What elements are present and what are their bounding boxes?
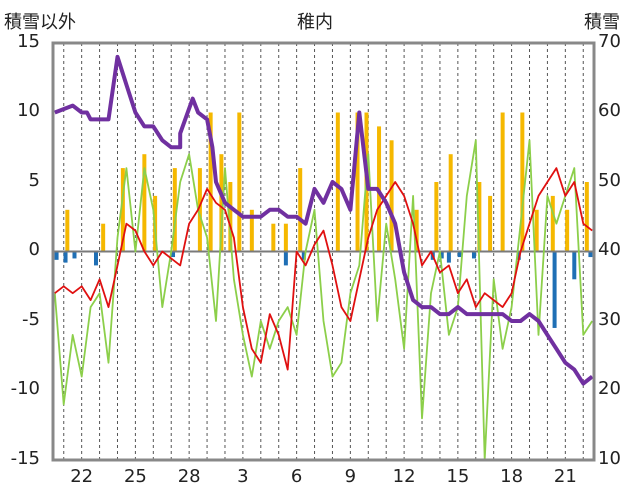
bar-mark [142, 154, 147, 252]
x-tick-label: 22 [70, 466, 94, 487]
left-tick-neg5: -5 [22, 309, 40, 330]
bar-mark [414, 209, 419, 252]
right-tick-70: 70 [598, 31, 621, 52]
bar-mark [298, 168, 303, 252]
bar-mark [457, 251, 462, 258]
x-tick-label: 15 [446, 466, 470, 487]
x-tick-label: 12 [392, 466, 416, 487]
series-line [54, 167, 593, 371]
bar-mark [500, 112, 505, 252]
right-tick-10: 10 [598, 448, 621, 469]
left-tick-0: 0 [28, 239, 40, 260]
x-tick-label: 28 [177, 466, 201, 487]
right-tick-50: 50 [598, 170, 621, 191]
right-tick-60: 60 [598, 100, 621, 121]
left-axis-label: 積雪以外 [4, 12, 76, 33]
bar-mark [588, 251, 593, 258]
bar-mark [271, 223, 276, 252]
x-tick-label: 9 [344, 466, 357, 487]
bar-mark [446, 251, 451, 263]
bar-mark [65, 209, 70, 252]
bar-mark [534, 209, 539, 252]
right-tick-30: 30 [598, 309, 621, 330]
plot-frame [51, 41, 596, 462]
bar-mark [54, 251, 59, 260]
bar-mark [448, 154, 453, 252]
left-tick-10: 10 [17, 100, 40, 121]
bar-mark [208, 112, 213, 252]
right-axis-label: 積雪 [584, 12, 620, 33]
series-line [53, 139, 593, 461]
bar-mark [584, 182, 589, 252]
left-tick-5: 5 [28, 170, 40, 191]
left-tick-neg15: -15 [10, 448, 40, 469]
bar-mark [488, 195, 493, 252]
bar-mark [572, 251, 577, 280]
bar-mark [550, 195, 555, 252]
bar-mark [389, 140, 394, 252]
bar-mark [93, 251, 98, 266]
bar-mark [283, 251, 288, 266]
x-tick-label: 18 [500, 466, 524, 487]
bar-mark [101, 223, 106, 252]
bar-mark [552, 251, 557, 328]
series-line [54, 54, 594, 386]
bar-mark [171, 251, 176, 258]
bar-mark [283, 223, 288, 252]
right-tick-20: 20 [598, 378, 621, 399]
chart-title: 稚内 [297, 12, 333, 33]
bar-mark [219, 154, 224, 252]
left-tick-neg10: -10 [10, 378, 40, 399]
bar-mark [516, 251, 521, 260]
bar-mark [565, 209, 570, 252]
x-tick-label: 25 [123, 466, 147, 487]
bar-mark [301, 251, 306, 260]
bar-mark [228, 182, 233, 252]
bar-mark [434, 182, 439, 252]
bar-mark [237, 112, 242, 252]
bar-mark [172, 168, 177, 252]
bar-mark [72, 251, 77, 259]
bar-mark [249, 209, 254, 252]
bar-mark [120, 168, 125, 252]
bar-mark [520, 112, 525, 252]
bar-mark [335, 112, 340, 252]
bar-mark [355, 112, 360, 252]
bar-mark [197, 168, 202, 252]
right-tick-40: 40 [598, 239, 621, 260]
bar-mark [477, 182, 482, 252]
left-tick-15: 15 [17, 31, 40, 52]
bar-mark [471, 251, 476, 259]
x-tick-label: 3 [237, 466, 249, 487]
bar-mark [63, 251, 68, 263]
x-tick-label: 6 [290, 466, 303, 487]
x-tick-label: 21 [553, 466, 577, 487]
bar-mark [439, 251, 444, 259]
